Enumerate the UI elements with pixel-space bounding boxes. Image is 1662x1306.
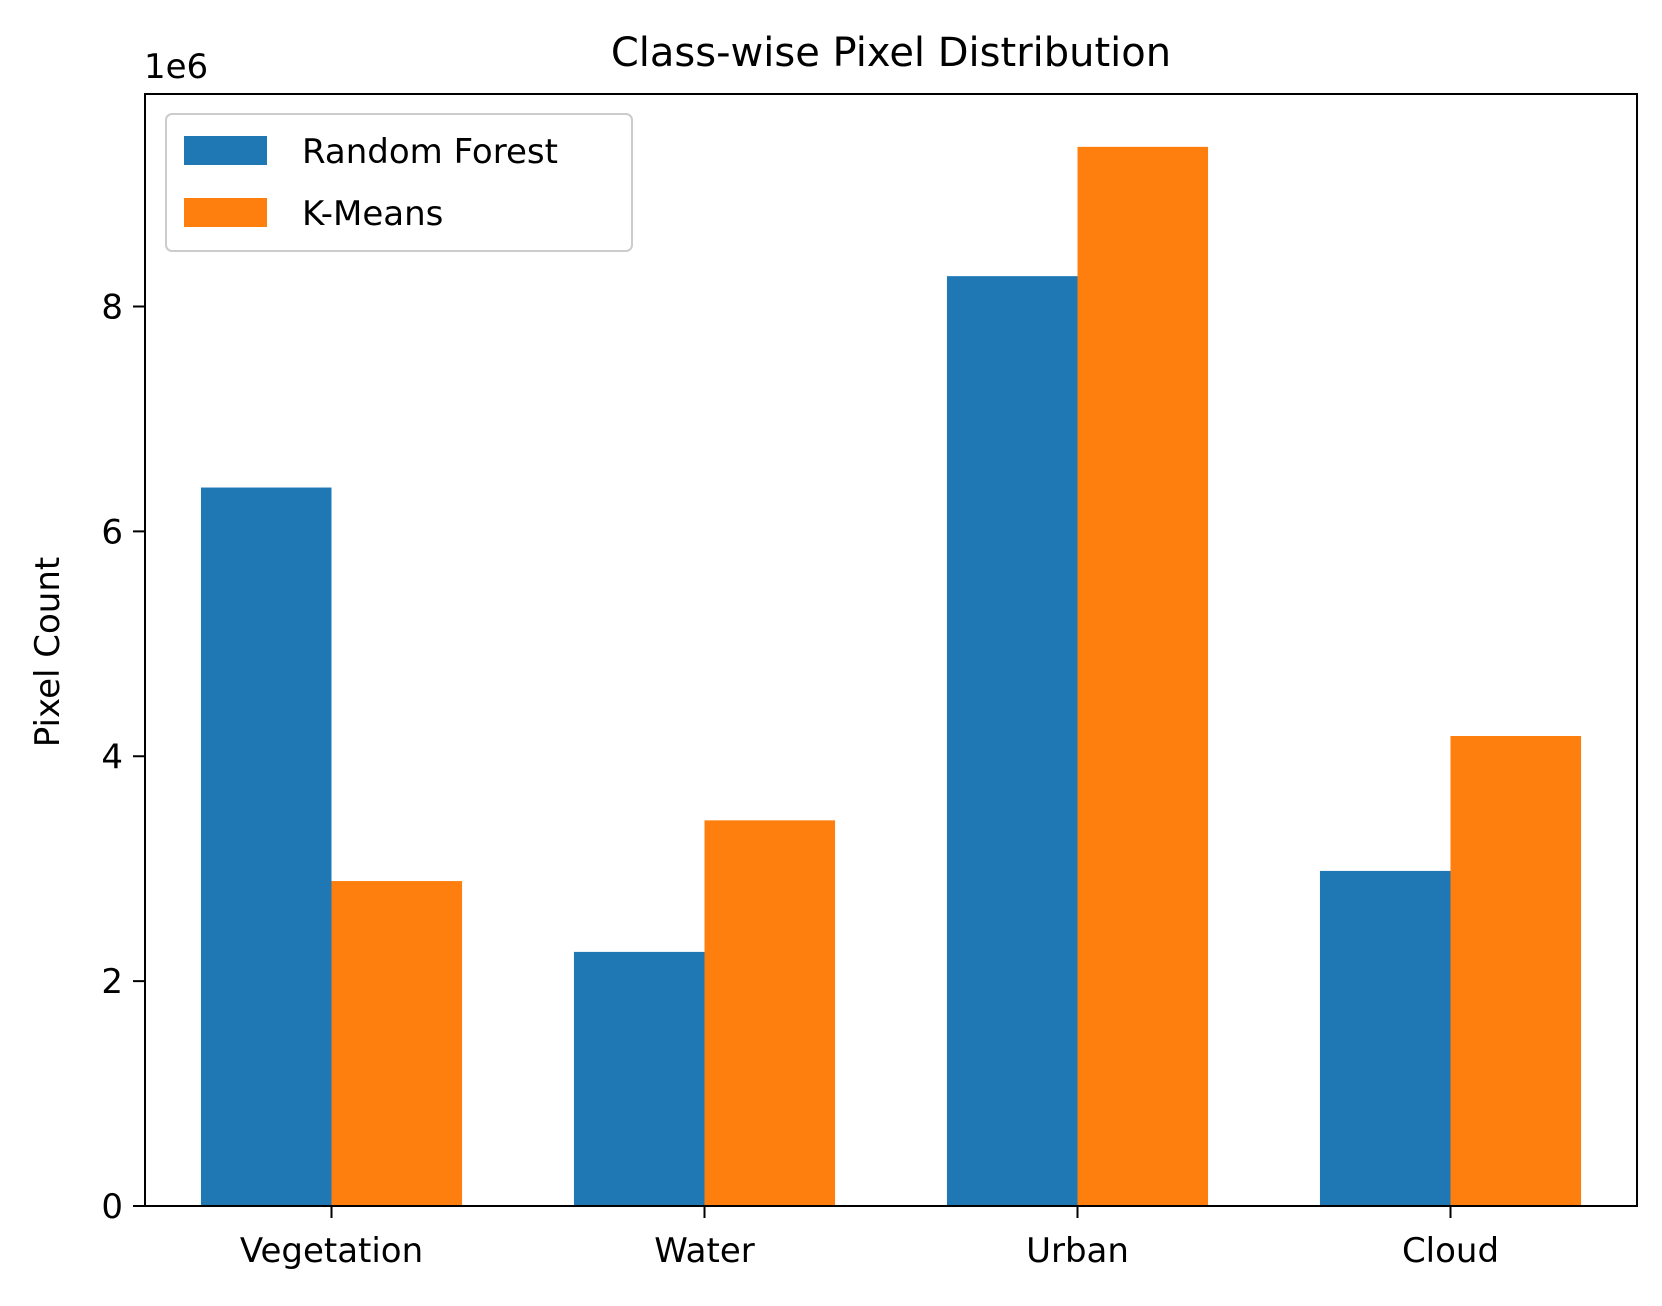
bar-random-forest-urban xyxy=(946,276,1078,1207)
legend-frame xyxy=(165,113,633,252)
legend-label-k-means: K-Means xyxy=(302,194,443,234)
plot-frame xyxy=(144,93,1638,1207)
y-axis-offset-label: 1e6 xyxy=(144,47,208,87)
x-tick-label: Urban xyxy=(1026,1231,1129,1271)
x-tick-label: Vegetation xyxy=(240,1231,423,1271)
bars-layer xyxy=(200,146,1582,1207)
x-tick-label: Water xyxy=(654,1231,755,1271)
y-tick-label: 8 xyxy=(101,288,123,328)
y-tick-label: 2 xyxy=(101,962,123,1002)
bar-k-means-urban xyxy=(1077,146,1209,1206)
legend: Random Forest K-Means xyxy=(165,113,633,252)
y-tick-label: 6 xyxy=(101,512,123,552)
legend-label-random-forest: Random Forest xyxy=(302,132,558,172)
chart-title: Class-wise Pixel Distribution xyxy=(611,30,1171,76)
y-axis-label: Pixel Count xyxy=(28,557,68,747)
axes-layer: Vegetation Water Urban Cloud 0 2 4 6 8 xyxy=(101,93,1638,1271)
legend-swatch-k-means xyxy=(184,198,267,227)
x-tick-label: Cloud xyxy=(1402,1231,1499,1271)
bar-k-means-cloud xyxy=(1450,736,1582,1206)
bar-random-forest-cloud xyxy=(1319,870,1451,1206)
bar-random-forest-water xyxy=(573,951,705,1206)
legend-swatch-random-forest xyxy=(184,136,267,165)
bar-random-forest-vegetation xyxy=(200,487,332,1206)
bar-k-means-vegetation xyxy=(331,881,463,1206)
y-tick-label: 4 xyxy=(101,737,123,777)
y-tick-label: 0 xyxy=(101,1187,123,1227)
bar-k-means-water xyxy=(704,820,836,1206)
